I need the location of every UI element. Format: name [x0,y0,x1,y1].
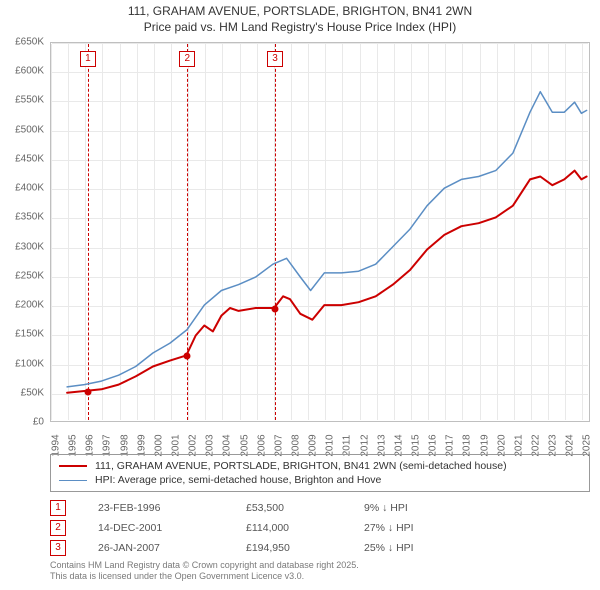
legend-swatch [59,480,87,481]
series-hpi [67,92,587,387]
sales-table-row: 2 14-DEC-2001 £114,000 27% ↓ HPI [50,518,590,538]
y-axis-label: £650K [15,37,44,48]
legend: 111, GRAHAM AVENUE, PORTSLADE, BRIGHTON,… [50,454,590,492]
y-axis-label: £0 [33,417,44,428]
sales-row-marker: 1 [50,500,66,516]
y-axis-label: £450K [15,153,44,164]
sales-row-date: 26-JAN-2007 [98,542,238,554]
y-axis-label: £400K [15,183,44,194]
sales-table-row: 3 26-JAN-2007 £194,950 25% ↓ HPI [50,538,590,558]
y-axis-label: £500K [15,124,44,135]
sales-table-row: 1 23-FEB-1996 £53,500 9% ↓ HPI [50,498,590,518]
title-line2: Price paid vs. HM Land Registry's House … [0,20,600,36]
legend-label: HPI: Average price, semi-detached house,… [95,474,381,486]
title-line1: 111, GRAHAM AVENUE, PORTSLADE, BRIGHTON,… [0,4,600,20]
footer: Contains HM Land Registry data © Crown c… [50,560,590,583]
sales-row-delta: 25% ↓ HPI [364,542,524,554]
sales-row-price: £53,500 [246,502,356,514]
sales-row-date: 23-FEB-1996 [98,502,238,514]
chart-titles: 111, GRAHAM AVENUE, PORTSLADE, BRIGHTON,… [0,0,600,35]
y-axis-label: £350K [15,212,44,223]
legend-item: 111, GRAHAM AVENUE, PORTSLADE, BRIGHTON,… [59,459,581,473]
sales-row-marker: 2 [50,520,66,536]
sales-row-price: £114,000 [246,522,356,534]
series-svg [50,42,590,422]
sales-row-date: 14-DEC-2001 [98,522,238,534]
footer-line1: Contains HM Land Registry data © Crown c… [50,560,590,571]
sales-table: 1 23-FEB-1996 £53,500 9% ↓ HPI 2 14-DEC-2001 £… [50,498,590,558]
y-axis-label: £600K [15,66,44,77]
chart-area: 123 £0£50K£100K£150K£200K£250K£300K£350K… [50,42,590,422]
sales-row-delta: 9% ↓ HPI [364,502,524,514]
sales-row-delta: 27% ↓ HPI [364,522,524,534]
sales-row-price: £194,950 [246,542,356,554]
sale-marker-box: 3 [267,51,283,67]
y-axis-label: £250K [15,270,44,281]
y-axis-label: £200K [15,300,44,311]
sale-marker-box: 2 [179,51,195,67]
y-axis-label: £300K [15,241,44,252]
footer-line2: This data is licensed under the Open Gov… [50,571,590,582]
y-axis-label: £150K [15,329,44,340]
sales-row-marker: 3 [50,540,66,556]
legend-label: 111, GRAHAM AVENUE, PORTSLADE, BRIGHTON,… [95,460,507,472]
y-axis-label: £50K [21,387,44,398]
y-axis-label: £550K [15,95,44,106]
chart-container: 111, GRAHAM AVENUE, PORTSLADE, BRIGHTON,… [0,0,600,590]
sale-marker-box: 1 [80,51,96,67]
legend-item: HPI: Average price, semi-detached house,… [59,473,581,487]
legend-swatch [59,465,87,467]
y-axis-label: £100K [15,358,44,369]
